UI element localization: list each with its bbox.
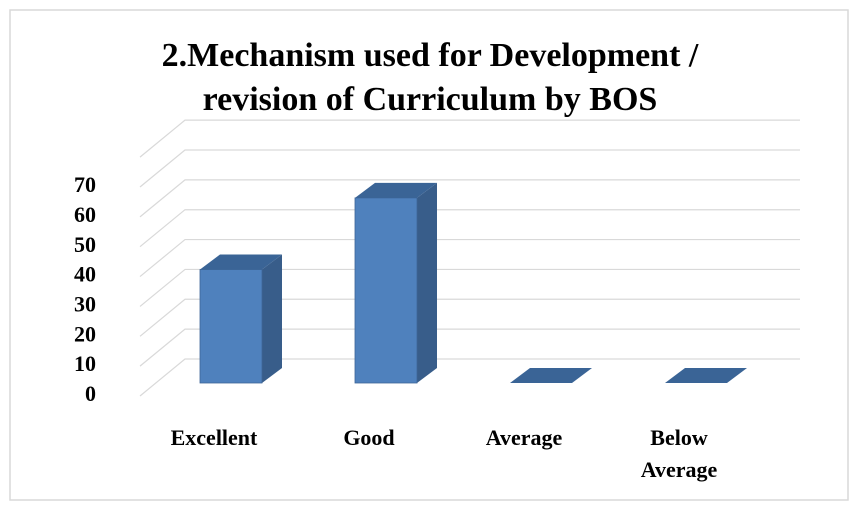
- grid-line: [139, 358, 800, 397]
- bar-side: [417, 182, 437, 383]
- chart-title: 2.Mechanism used for Development / revisi…: [162, 37, 699, 118]
- x-tick-label: Average: [486, 425, 563, 450]
- grid-line: [139, 209, 800, 248]
- bar-top: [665, 368, 747, 383]
- bar: [665, 368, 747, 383]
- grid-line: [139, 268, 800, 307]
- y-tick-label: 0: [85, 381, 96, 406]
- x-tick-label: Good: [343, 425, 394, 450]
- y-tick-label: 20: [74, 321, 96, 346]
- grid-line: [139, 149, 800, 188]
- x-tick-label: Below Average: [641, 425, 718, 482]
- bar-top: [200, 254, 282, 270]
- grid-line: [139, 298, 800, 337]
- bar: [354, 182, 437, 384]
- x-tick-label: Excellent: [171, 425, 258, 450]
- y-tick-label: 70: [74, 172, 96, 197]
- bar-top: [355, 182, 437, 198]
- y-tick-label: 40: [74, 262, 96, 287]
- bar-side: [262, 254, 282, 383]
- y-tick-label: 30: [74, 291, 96, 316]
- y-tick-label: 10: [74, 351, 96, 376]
- grid-line: [139, 328, 800, 367]
- bar-front: [199, 269, 263, 384]
- y-tick-label: 50: [74, 232, 96, 257]
- bar-front: [354, 197, 418, 384]
- bar: [199, 254, 282, 384]
- wall-frame: [139, 119, 800, 158]
- bar: [510, 368, 592, 383]
- bar-top: [510, 368, 592, 383]
- grid-line: [139, 179, 800, 218]
- grid-line: [139, 238, 800, 278]
- y-tick-label: 60: [74, 202, 96, 227]
